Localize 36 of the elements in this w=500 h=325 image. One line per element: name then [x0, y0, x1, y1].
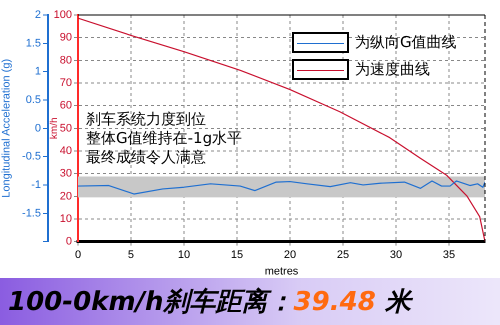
y-tick-label: 50	[60, 122, 72, 134]
annotation: 刹车系统力度到位	[86, 110, 207, 129]
x-tick-label: 30	[390, 249, 402, 262]
x-tick-label: 10	[178, 249, 190, 262]
y-tick-label: 20	[60, 190, 72, 202]
y2-tick-label: 1.5	[26, 37, 41, 50]
y2-tick-label: 2	[34, 9, 41, 22]
y2-tick-label: -1	[31, 178, 41, 191]
x-tick-label: 25	[336, 249, 350, 262]
y-tick-label: 0	[66, 236, 72, 248]
legend-label: 为纵向G值曲线	[355, 33, 457, 52]
annotation: 整体G值维持在-1g水平	[86, 129, 242, 148]
y-tick-label: 30	[60, 168, 72, 180]
annotation: 最终成绩令人满意	[86, 148, 207, 167]
y-tick-label: 60	[60, 100, 72, 112]
y2-tick-label: 1	[34, 66, 41, 78]
x-tick-label: 0	[74, 249, 82, 262]
y2-tick-label: 0	[34, 122, 41, 134]
y-tick-label: 80	[60, 54, 72, 66]
y2-tick-label: -0.5	[22, 150, 41, 163]
y-tick-label: 10	[60, 212, 72, 225]
y-tick-label: 70	[60, 77, 72, 90]
x-tick-label: 5	[128, 249, 134, 262]
x-axis-title: metres	[264, 265, 299, 278]
text: 100-0km/h刹车距离：39.48 米	[0, 278, 500, 325]
legend-label: 为速度曲线	[355, 60, 430, 79]
y-tick-label: 90	[60, 32, 72, 44]
y2-tick-label: 0.5	[26, 94, 41, 106]
x-tick-label: 20	[284, 249, 296, 262]
y-tick-label: 100	[54, 9, 72, 22]
x-tick-label: 35	[442, 249, 456, 262]
y2-axis-title: Longitudinal Acceleration (g)	[0, 58, 13, 198]
y-tick-label: 40	[60, 144, 72, 157]
y-axis-title: km/h	[48, 117, 60, 140]
x-tick-label: 15	[230, 249, 244, 262]
y2-tick-label: -1.5	[22, 207, 41, 220]
